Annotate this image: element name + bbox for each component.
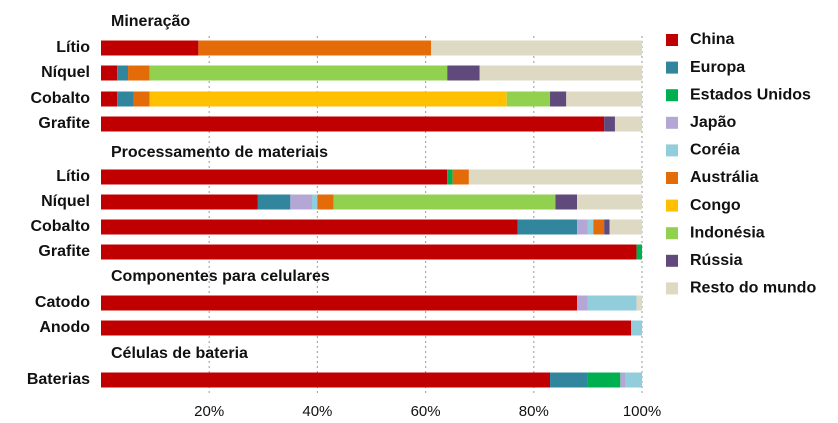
bar-segment bbox=[604, 219, 610, 235]
bar-segment bbox=[636, 295, 642, 311]
legend-label: Austrália bbox=[690, 169, 759, 186]
bar-segment bbox=[517, 219, 578, 235]
bar-segment bbox=[101, 320, 632, 336]
x-tick-label: 80% bbox=[519, 403, 549, 420]
bar-segment bbox=[101, 169, 448, 185]
bar-segment bbox=[290, 194, 312, 210]
legend-swatch bbox=[666, 34, 678, 46]
bar-segment bbox=[149, 91, 507, 107]
bar-segment bbox=[101, 40, 199, 56]
bar-segment bbox=[101, 295, 578, 311]
legend-swatch bbox=[666, 254, 678, 267]
bar-segment bbox=[587, 295, 637, 311]
bar-segment bbox=[593, 219, 605, 235]
category-label: Lítio bbox=[56, 39, 90, 56]
group-title: Componentes para celulares bbox=[111, 268, 330, 285]
bar-segment bbox=[117, 65, 129, 81]
bar-segment bbox=[101, 372, 551, 388]
legend-label: Japão bbox=[690, 114, 736, 131]
legend-swatch bbox=[666, 199, 678, 212]
legend-label: Resto do mundo bbox=[690, 280, 816, 297]
bar-segment bbox=[620, 372, 626, 388]
bar-segment bbox=[333, 194, 556, 210]
bar-segment bbox=[555, 194, 578, 210]
bar-segment bbox=[625, 372, 642, 388]
bar-segment bbox=[311, 194, 318, 210]
category-label: Grafite bbox=[38, 115, 90, 132]
category-label: Baterias bbox=[27, 371, 90, 388]
group-title: Células de bateria bbox=[111, 345, 248, 362]
bar-segment bbox=[566, 91, 642, 107]
bar-segment bbox=[614, 116, 642, 132]
bar-segment bbox=[577, 194, 642, 210]
bar-segment bbox=[101, 194, 258, 210]
legend-swatch bbox=[666, 116, 678, 129]
x-tick-label: 20% bbox=[194, 403, 224, 420]
bar-segment bbox=[101, 116, 605, 132]
x-tick-label: 40% bbox=[302, 403, 332, 420]
bar-segment bbox=[587, 219, 594, 235]
bar-segment bbox=[447, 65, 480, 81]
x-tick-label: 60% bbox=[411, 403, 441, 420]
category-label: Níquel bbox=[41, 64, 90, 81]
category-label: Lítio bbox=[56, 168, 90, 185]
bar-segment bbox=[117, 91, 134, 107]
legend-label: Europa bbox=[690, 59, 745, 76]
bar-segment bbox=[101, 219, 518, 235]
bar-segment bbox=[452, 169, 469, 185]
group-title: Processamento de materiais bbox=[111, 144, 328, 161]
category-label: Catodo bbox=[35, 294, 90, 311]
bar-segment bbox=[198, 40, 432, 56]
legend-swatch bbox=[666, 61, 678, 74]
legend-label: Estados Unidos bbox=[690, 86, 811, 103]
bar-segment bbox=[101, 244, 637, 260]
legend-label: Congo bbox=[690, 197, 741, 214]
bar-segment bbox=[631, 320, 642, 336]
group-title: Mineração bbox=[111, 13, 190, 30]
category-label: Cobalto bbox=[30, 218, 90, 235]
bar-segment bbox=[587, 372, 621, 388]
category-label: Níquel bbox=[41, 193, 90, 210]
bar-segment bbox=[133, 91, 150, 107]
bar-segment bbox=[609, 219, 642, 235]
category-label: Grafite bbox=[38, 243, 90, 260]
bar-segment bbox=[604, 116, 615, 132]
legend-label: Indonésia bbox=[690, 224, 765, 241]
bar-segment bbox=[149, 65, 448, 81]
bar-segment bbox=[468, 169, 642, 185]
legend-label: China bbox=[690, 31, 735, 48]
category-label: Cobalto bbox=[30, 90, 90, 107]
bar-segment bbox=[447, 169, 453, 185]
bar-segment bbox=[577, 295, 588, 311]
legend-label: Coréia bbox=[690, 142, 740, 159]
bar-segment bbox=[101, 91, 118, 107]
legend-swatch bbox=[666, 227, 678, 240]
bar-segment bbox=[257, 194, 291, 210]
bar-segment bbox=[101, 65, 118, 81]
bar-segment bbox=[636, 244, 642, 260]
x-tick-label: 100% bbox=[623, 403, 661, 420]
bar-segment bbox=[550, 372, 588, 388]
bar-segment bbox=[479, 65, 642, 81]
bar-segment bbox=[577, 219, 588, 235]
bar-segment bbox=[550, 91, 567, 107]
bar-segment bbox=[506, 91, 551, 107]
bar-segment bbox=[431, 40, 642, 56]
category-label: Anodo bbox=[39, 319, 90, 336]
bar-segment bbox=[128, 65, 150, 81]
legend-swatch bbox=[666, 144, 678, 157]
bar-segment bbox=[317, 194, 334, 210]
legend-label: Rússia bbox=[690, 252, 743, 269]
legend-swatch bbox=[666, 282, 678, 295]
legend-swatch bbox=[666, 172, 678, 184]
legend-swatch bbox=[666, 89, 678, 102]
